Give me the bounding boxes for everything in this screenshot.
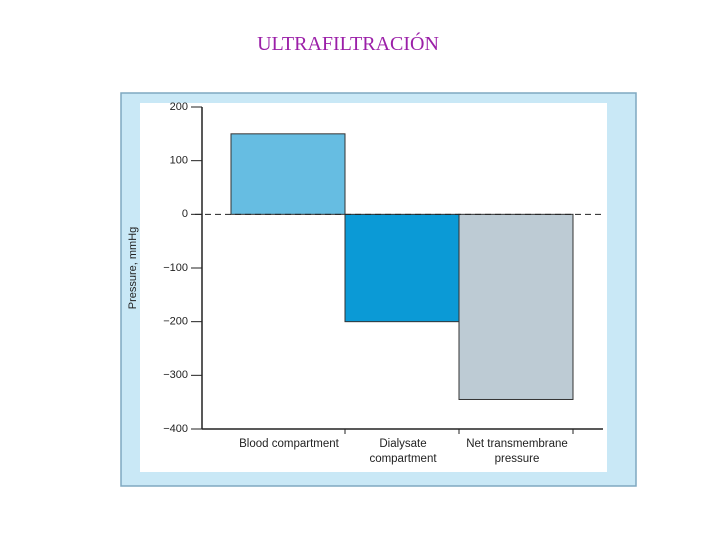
bar	[344, 213, 460, 323]
y-tick-label: −400	[163, 423, 188, 435]
x-tick-label: Dialysate compartment	[369, 438, 437, 465]
slide-title: ULTRAFILTRACIÓN	[257, 33, 439, 55]
bar	[458, 213, 574, 400]
x-tick-label: Blood compartment	[239, 438, 339, 450]
y-tick-label: −100	[163, 262, 188, 274]
y-tick-label: −300	[163, 369, 188, 381]
x-tick-label: Net transmembrane pressure	[466, 438, 568, 465]
y-tick-label: 0	[182, 208, 188, 220]
y-axis-label: Pressure, mmHg	[127, 227, 139, 310]
y-tick-label: 200	[170, 101, 188, 113]
bar	[230, 133, 346, 215]
y-tick-label: −200	[163, 316, 188, 328]
y-tick-label: 100	[170, 155, 188, 167]
